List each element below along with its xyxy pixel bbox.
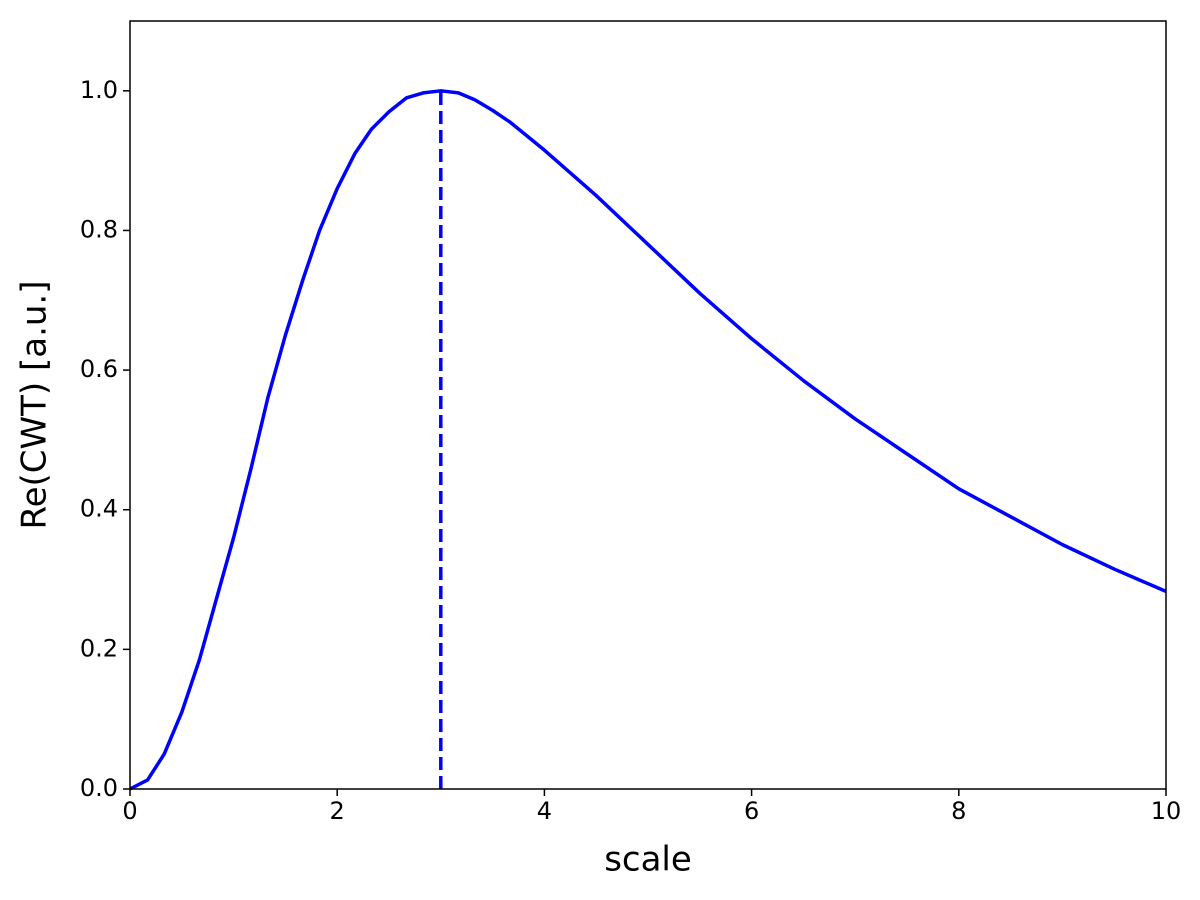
y-axis-label: Re(CWT) [a.u.] [15,280,55,529]
y-tick-label: 0.8 [80,215,118,243]
x-tick-label: 8 [951,797,966,825]
plot-frame [129,20,1167,790]
x-tick-label: 2 [330,797,345,825]
y-tick-label: 1.0 [80,76,118,104]
x-tick-label: 10 [1151,797,1182,825]
x-tick-label: 4 [537,797,552,825]
y-tick-label: 0.2 [80,634,118,662]
y-tick-label: 0.4 [80,495,118,523]
data-line [129,89,1167,791]
x-axis-label: scale [604,840,692,880]
y-tick-label: 0.0 [80,774,118,802]
x-tick-label: 0 [122,797,137,825]
y-tick-label: 0.6 [80,355,118,383]
x-tick-label: 6 [744,797,759,825]
